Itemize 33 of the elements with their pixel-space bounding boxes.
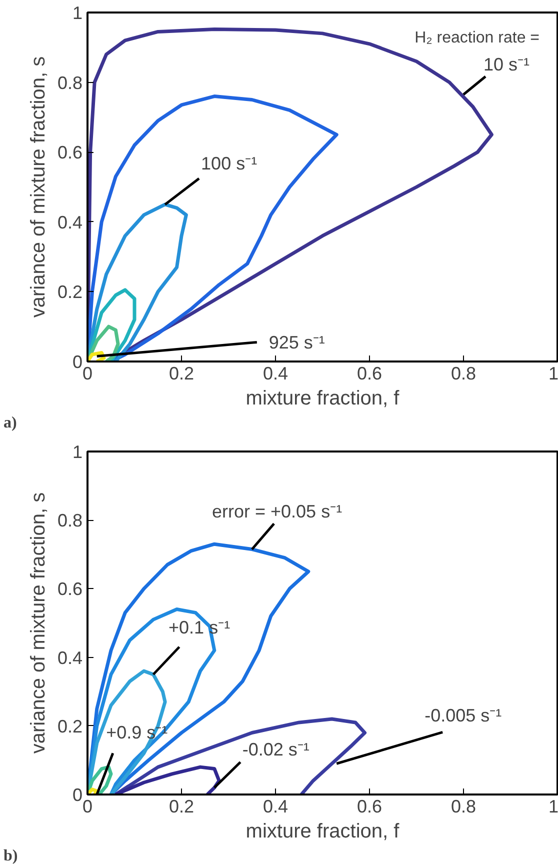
annotation: error = +0.05 s⁻¹ bbox=[212, 501, 342, 522]
y-tick-label: 0.8 bbox=[57, 72, 83, 93]
annotation: 925 s⁻¹ bbox=[268, 332, 325, 352]
x-axis-title: mixture fraction, f bbox=[246, 820, 400, 842]
y-tick-label: 0.2 bbox=[57, 282, 83, 302]
x-tick-label: 0.8 bbox=[450, 796, 476, 816]
text: a) bbox=[4, 414, 17, 432]
y-tick-label: 0.2 bbox=[57, 716, 83, 736]
y-tick-label: 0.4 bbox=[57, 212, 83, 232]
y-tick-label: 0.8 bbox=[57, 510, 83, 531]
annotation: -0.005 s⁻¹ bbox=[424, 706, 502, 726]
x-tick-label: 0.6 bbox=[356, 796, 382, 816]
x-tick-label: 0.2 bbox=[168, 796, 194, 816]
y-axis-title: variance of mixture fraction, s bbox=[27, 492, 50, 754]
annotation: -0.02 s⁻¹ bbox=[242, 740, 310, 760]
y-tick-label: 0.6 bbox=[57, 579, 83, 600]
y-tick-label: 1 bbox=[72, 442, 83, 462]
x-tick-label: 0.8 bbox=[450, 364, 476, 384]
x-axis-title: mixture fraction, f bbox=[246, 388, 400, 410]
x-tick-label: 0.2 bbox=[168, 364, 194, 384]
annotation: 100 s⁻¹ bbox=[201, 153, 258, 174]
x-tick-label: 1 bbox=[548, 364, 558, 384]
y-axis-title: variance of mixture fraction, s bbox=[27, 56, 50, 318]
y-tick-label: 0.6 bbox=[57, 142, 83, 163]
annotation: 10 s⁻¹ bbox=[484, 54, 530, 75]
x-tick-label: 0.4 bbox=[262, 796, 288, 816]
x-tick-label: 0.6 bbox=[356, 364, 382, 384]
y-tick-label: 0.4 bbox=[57, 648, 83, 668]
y-tick-label: 1 bbox=[72, 3, 83, 23]
text: b) bbox=[4, 848, 18, 864]
x-tick-label: 1 bbox=[548, 796, 558, 816]
annotation: H₂ reaction rate = bbox=[414, 30, 540, 46]
x-tick-label: 0.4 bbox=[262, 364, 288, 384]
